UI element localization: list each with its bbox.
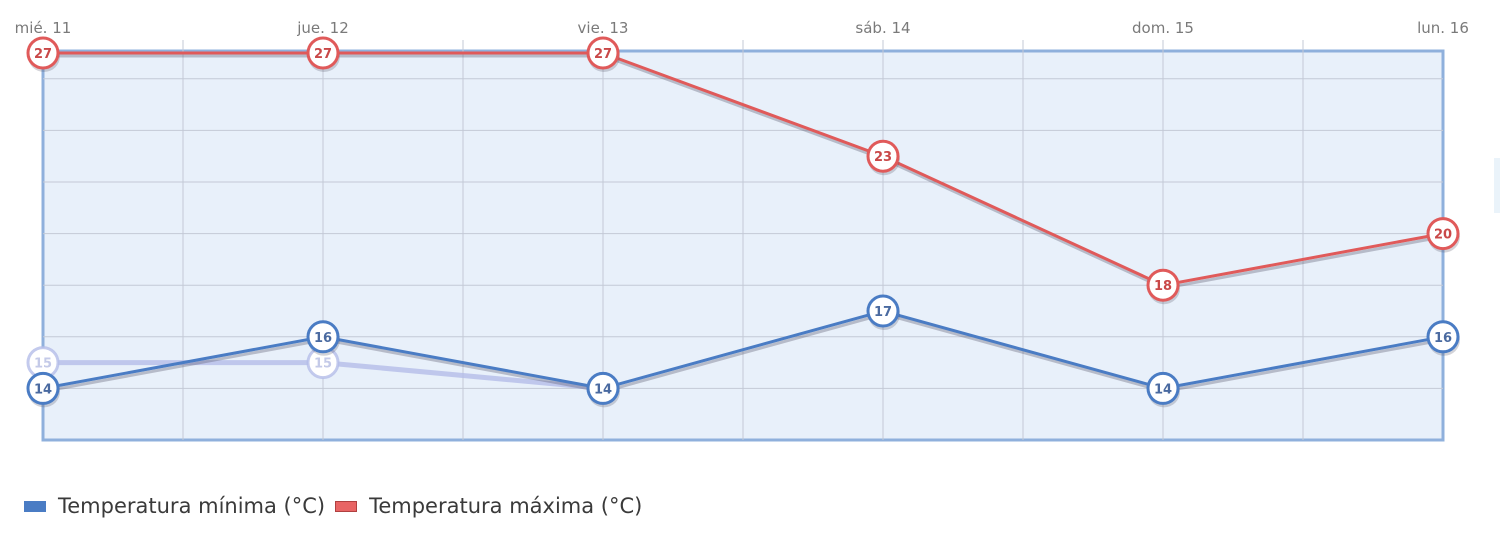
data-point-label: 18 [1154, 279, 1172, 294]
x-tick-label: lun. 16 [1417, 19, 1469, 37]
data-point-label: 27 [34, 47, 52, 62]
legend: Temperatura mínima (°C) Temperatura máxi… [24, 494, 652, 518]
series-shadow [44, 54, 1445, 290]
data-point-marker[interactable]: 17 [866, 294, 900, 330]
legend-swatch-max-icon [335, 500, 358, 512]
legend-item-max-temp[interactable]: Temperatura máxima (°C) [335, 494, 642, 518]
data-point-marker[interactable]: 27 [26, 36, 60, 72]
gridlines [43, 40, 1443, 440]
data-point-marker[interactable]: 18 [1146, 268, 1180, 305]
data-point-marker[interactable]: 14 [1146, 371, 1180, 408]
x-axis-labels: mié. 11 jue. 12 vie. 13 sáb. 14 dom. 15 lun. … [15, 19, 1469, 37]
data-point-marker[interactable]: 20 [1426, 217, 1460, 253]
data-point-label: 14 [34, 382, 52, 397]
series-line [42, 309, 1444, 390]
series-line [43, 51, 1444, 287]
data-point-label: 16 [314, 331, 332, 346]
data-point-label: 14 [1154, 382, 1172, 397]
data-point-marker[interactable]: 27 [586, 36, 620, 72]
series-shadow [43, 312, 1445, 393]
data-point-label: 27 [314, 47, 332, 62]
legend-label-max: Temperatura máxima (°C) [369, 494, 643, 518]
x-tick-label: sáb. 14 [855, 19, 910, 37]
x-tick-label: vie. 13 [578, 19, 629, 37]
side-panel-edge [1494, 158, 1500, 213]
data-point-label: 15 [34, 357, 52, 372]
data-point-marker[interactable]: 23 [866, 139, 900, 176]
data-point-marker[interactable]: 14 [26, 371, 60, 408]
data-point-marker[interactable]: 16 [306, 320, 340, 356]
data-point-label: 15 [314, 357, 332, 372]
data-point-marker[interactable]: 15 [306, 346, 340, 380]
x-tick-label: jue. 12 [296, 19, 349, 37]
data-point-label: 14 [594, 382, 612, 397]
series-0: 14 16 14 17 14 16 [26, 294, 1460, 408]
series-layer: 151514141614171416272727231820 [26, 36, 1460, 408]
data-point-marker[interactable]: 27 [306, 36, 340, 72]
data-point-label: 23 [874, 150, 892, 165]
data-point-marker[interactable]: 16 [1426, 320, 1460, 356]
data-point-label: 20 [1434, 228, 1452, 243]
line-chart: mié. 11 jue. 12 vie. 13 sáb. 14 dom. 15 lun. … [15, 19, 1469, 442]
series-1: 27 27 27 23 18 20 [26, 36, 1460, 305]
x-tick-label: dom. 15 [1132, 19, 1194, 37]
data-point-label: 27 [594, 47, 612, 62]
data-point-marker[interactable]: 14 [586, 371, 620, 408]
legend-item-min-temp[interactable]: Temperatura mínima (°C) [24, 494, 325, 518]
x-tick-label: mié. 11 [15, 19, 72, 37]
series-2: 15 15 14 [26, 346, 620, 405]
legend-label-min: Temperatura mínima (°C) [58, 494, 326, 518]
legend-swatch-min-icon [24, 500, 46, 512]
data-point-label: 17 [874, 305, 892, 320]
data-point-label: 16 [1434, 331, 1452, 346]
